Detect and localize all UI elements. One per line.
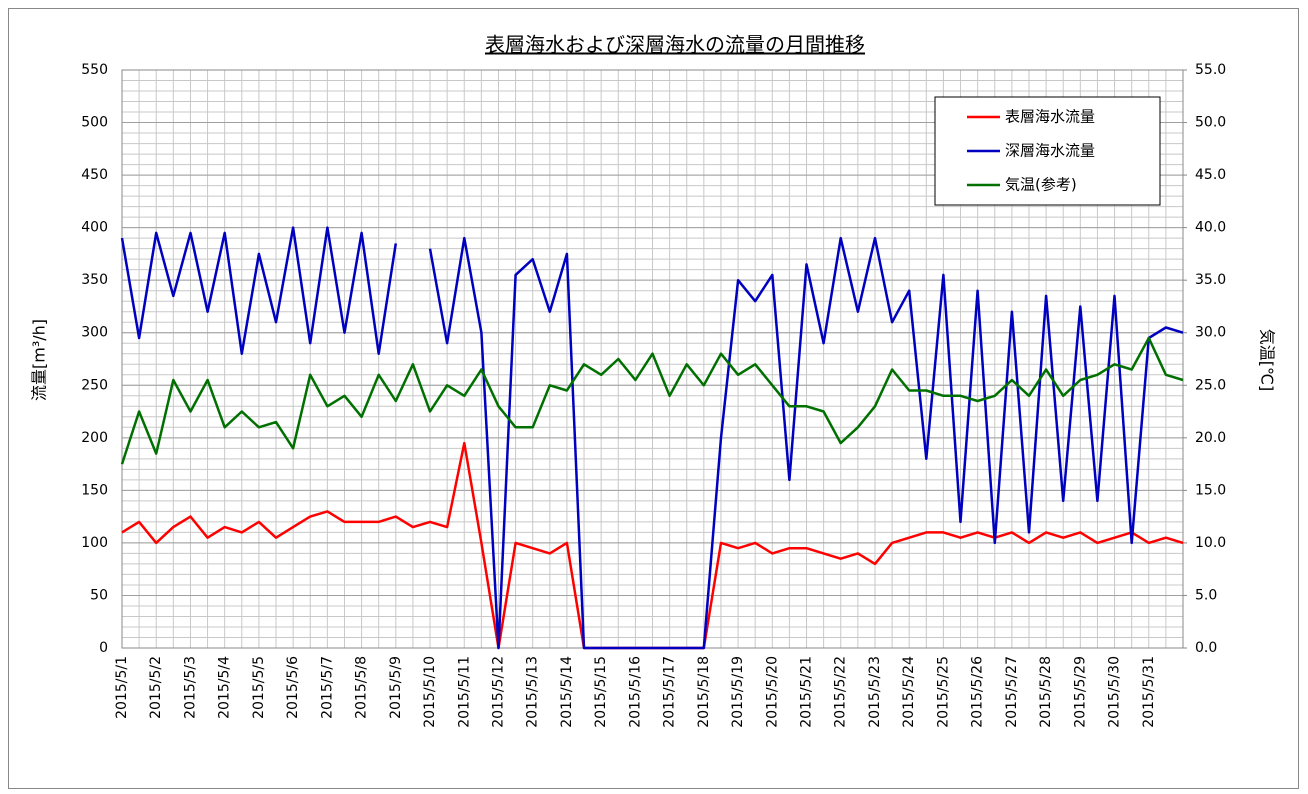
x-tick-label: 2015/5/22: [833, 656, 849, 728]
y2-tick-label: 40.0: [1195, 220, 1226, 236]
x-tick-label: 2015/5/25: [935, 656, 951, 728]
x-tick-label: 2015/5/14: [559, 656, 575, 728]
series-line: [120, 336, 1184, 465]
y-tick-label: 550: [81, 62, 108, 78]
x-tick-label: 2015/5/4: [217, 656, 233, 719]
x-tick-label: 2015/5/27: [1004, 656, 1020, 728]
y-tick-label: 500: [81, 115, 108, 131]
y2-tick-label: 45.0: [1195, 167, 1226, 183]
y-axis-label: 流量[m³/h]: [30, 319, 49, 401]
y-tick-label: 300: [81, 325, 108, 341]
y-tick-label: 450: [81, 167, 108, 183]
series-line: [120, 226, 1184, 650]
y-tick-label: 350: [81, 272, 108, 288]
y2-axis-label: 気温[℃]: [1258, 329, 1277, 391]
y-tick-label: 400: [81, 220, 108, 236]
y2-tick-label: 50.0: [1195, 115, 1226, 131]
x-tick-label: 2015/5/6: [285, 656, 301, 719]
x-tick-label: 2015/5/15: [593, 656, 609, 728]
x-tick-label: 2015/5/2: [148, 656, 164, 719]
legend-label: 深層海水流量: [1005, 142, 1095, 160]
x-tick-label: 2015/5/30: [1107, 656, 1123, 728]
y-tick-label: 200: [81, 430, 108, 446]
x-tick-label: 2015/5/1: [114, 656, 130, 719]
y2-tick-label: 20.0: [1195, 430, 1226, 446]
x-tick-label: 2015/5/18: [696, 656, 712, 728]
x-tick-label: 2015/5/11: [456, 656, 472, 728]
x-tick-label: 2015/5/20: [764, 656, 780, 728]
y-tick-label: 0: [99, 640, 108, 656]
y-tick-label: 50: [90, 587, 108, 603]
x-tick-label: 2015/5/12: [490, 656, 506, 728]
x-tick-label: 2015/5/28: [1038, 656, 1054, 728]
y2-tick-label: 35.0: [1195, 272, 1226, 288]
x-tick-label: 2015/5/3: [182, 656, 198, 719]
x-tick-label: 2015/5/9: [388, 656, 404, 719]
x-tick-label: 2015/5/23: [867, 656, 883, 728]
x-tick-label: 2015/5/13: [525, 656, 541, 728]
y2-tick-label: 0.0: [1195, 640, 1217, 656]
x-tick-label: 2015/5/31: [1141, 656, 1157, 728]
x-tick-label: 2015/5/17: [662, 656, 678, 728]
y2-tick-label: 10.0: [1195, 535, 1226, 551]
legend-label: 気温(参考): [1005, 176, 1077, 194]
y-tick-label: 150: [81, 482, 108, 498]
y2-tick-label: 25.0: [1195, 377, 1226, 393]
x-tick-label: 2015/5/5: [251, 656, 267, 719]
chart-title: 表層海水および深層海水の流量の月間推移: [485, 33, 865, 57]
x-tick-label: 2015/5/24: [901, 656, 917, 728]
x-tick-label: 2015/5/21: [799, 656, 815, 728]
y-tick-label: 100: [81, 535, 108, 551]
x-tick-label: 2015/5/29: [1072, 656, 1088, 728]
x-tick-label: 2015/5/7: [319, 656, 335, 719]
y2-tick-label: 30.0: [1195, 325, 1226, 341]
y2-tick-label: 15.0: [1195, 482, 1226, 498]
x-tick-label: 2015/5/19: [730, 656, 746, 728]
x-tick-label: 2015/5/16: [627, 656, 643, 728]
y2-tick-label: 5.0: [1195, 587, 1217, 603]
x-tick-label: 2015/5/26: [970, 656, 986, 728]
y-tick-label: 250: [81, 377, 108, 393]
legend-label: 表層海水流量: [1005, 108, 1095, 126]
x-tick-label: 2015/5/10: [422, 656, 438, 728]
x-tick-label: 2015/5/8: [354, 656, 370, 719]
y2-tick-label: 55.0: [1195, 62, 1226, 78]
